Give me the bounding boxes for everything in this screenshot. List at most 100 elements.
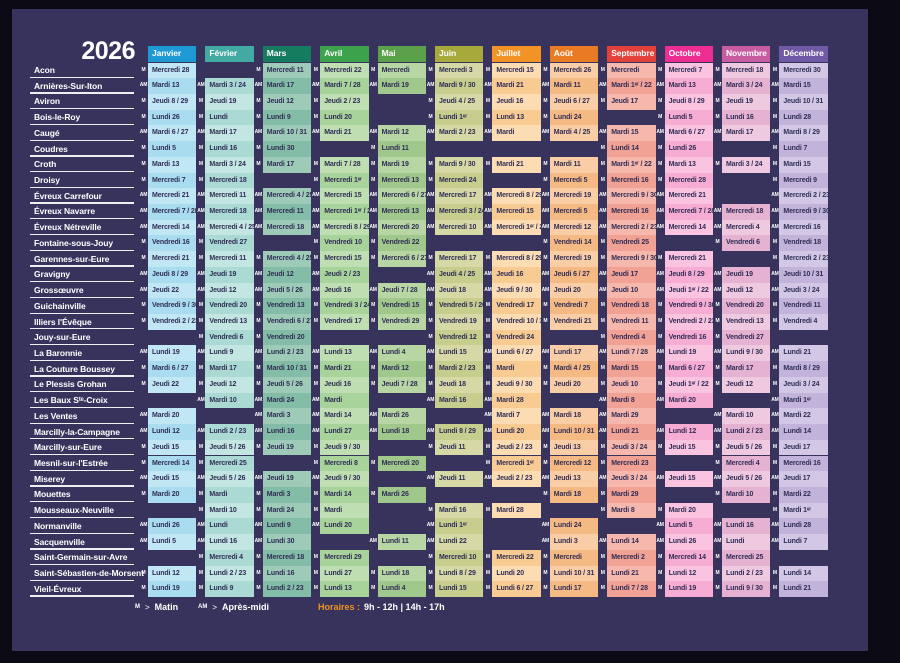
cell-marker: AM (139, 82, 148, 89)
calendar-cell: Vendredi 10 (320, 235, 369, 252)
cell-marker: M (428, 569, 433, 576)
calendar-cell: Mardi 17 (262, 156, 312, 173)
calendar-cell: Vendredi 17 (320, 314, 369, 330)
calendar-cell: Mercredi 2 / 23 (779, 251, 830, 267)
calendar-cell: Mardi 29 (607, 408, 656, 425)
cell-marker: M (428, 553, 433, 560)
cell-marker: AM (139, 475, 148, 482)
cell-marker: AM (771, 270, 779, 277)
calendar-cell: Jeudi 5 / 26 (205, 439, 254, 456)
calendar-cell: Mercredi 16 (607, 172, 656, 189)
cell-marker: M (772, 255, 777, 262)
calendar-cell: Mardi 13 (148, 78, 197, 94)
town-underline (30, 281, 134, 283)
cell-marker: M (256, 506, 261, 513)
cell-marker: M (313, 569, 318, 576)
calendar-cell: Jeudi 13 (549, 439, 599, 456)
cell-marker: AM (598, 412, 607, 419)
cell-marker: AM (426, 270, 435, 277)
calendar-cell: Mardi 16 (435, 502, 484, 519)
town-label: Marcilly-la-Campagne (34, 426, 120, 437)
town-underline (30, 123, 134, 126)
cell-marker: M (371, 255, 376, 262)
cell-marker: AM (771, 82, 779, 89)
cell-marker: M (485, 459, 490, 466)
legend-m-label: Matin (154, 602, 179, 612)
cell-marker: M (256, 318, 261, 325)
cell-marker: AM (541, 349, 550, 356)
cell-marker: AM (656, 129, 664, 136)
cell-marker: M (715, 113, 720, 120)
cell-marker: M (658, 160, 663, 167)
calendar-cell: Jeudi 20 (549, 376, 599, 393)
cell-marker: AM (484, 349, 492, 356)
calendar-cell: Mercredi 14 (148, 455, 197, 472)
cell-marker: AM (713, 349, 722, 356)
calendar-cell: Mercredi 11 (262, 62, 312, 79)
cell-marker: AM (713, 129, 722, 136)
cell-marker: M (543, 113, 548, 120)
month-header: Août (549, 46, 599, 62)
cell-marker: M (198, 553, 203, 560)
legend-m-symbol: M (135, 604, 140, 610)
calendar-cell: Jeudi 22 (148, 376, 197, 393)
cell-marker: AM (311, 396, 320, 403)
calendar-cell: Vendredi 27 (722, 329, 771, 346)
town-underline (30, 76, 134, 78)
cell-marker: AM (369, 538, 377, 545)
cell-marker: M (313, 585, 318, 592)
cell-marker: AM (254, 270, 263, 277)
calendar-cell: Vendredi 21 (549, 314, 599, 330)
calendar-cell: Jeudi 7 / 28 (377, 376, 426, 393)
cell-marker: AM (369, 412, 377, 419)
calendar-cell: Vendredi 9 / 30 (148, 298, 199, 315)
calendar-cell: Mardi 6 / 27 (148, 361, 197, 377)
calendar-cell: Vendredi 9 / 30 (664, 298, 716, 315)
calendar-cell: Jeudi 10 / 31 (779, 266, 828, 283)
town-underline (30, 422, 134, 424)
cell-marker: M (485, 553, 490, 560)
calendar-cell: Mardi 18 (549, 408, 599, 425)
cell-marker: M (198, 443, 203, 450)
cell-marker: AM (598, 286, 607, 293)
cell-marker: AM (254, 223, 263, 230)
calendar-cell: Mardi 7 / 28 (320, 156, 369, 173)
cell-marker: M (772, 302, 777, 309)
calendar-cell: Jeudi 15 (664, 439, 713, 456)
calendar-cell: Lundi 13 (320, 581, 369, 597)
calendar-cell: Lundi 26 (664, 141, 713, 157)
month-header: Septembre (607, 46, 656, 62)
cell-marker: AM (656, 396, 664, 403)
town-underline (30, 595, 134, 597)
cell-marker: M (485, 160, 490, 167)
calendar-cell: Jeudi 16 (492, 266, 541, 283)
calendar-cell: Mardi 20 (148, 486, 197, 503)
calendar-cell: Mardi 12 (377, 361, 426, 377)
calendar-cell: Lundi 18 (377, 565, 426, 582)
cell-marker: AM (541, 412, 550, 419)
calendar-cell: Lundi 20 (320, 518, 369, 535)
cell-marker: M (485, 380, 490, 387)
calendar-cell: Mercredi 2 (607, 549, 656, 566)
calendar-cell: Jeudi 16 (492, 93, 541, 110)
calendar-cell: Mercredi (607, 62, 656, 79)
calendar-cell: Mercredi 5 (549, 172, 599, 189)
calendar-cell: Mercredi 7 (664, 62, 713, 79)
calendar-cell: Lundi 26 (664, 534, 713, 550)
calendar-cell: Lundi 10 / 31 (549, 565, 599, 582)
calendar-cell: Lundi 2 / 23 (262, 345, 312, 362)
calendar-cell: Lundi 15 (435, 345, 484, 362)
cell-marker: AM (771, 522, 779, 529)
calendar-cell: Mardi 6 / 27 (148, 125, 197, 142)
cell-marker: M (141, 66, 146, 73)
calendar-cell: Mardi 29 (607, 486, 656, 503)
town-underline (30, 92, 134, 94)
cell-marker: AM (541, 129, 550, 136)
calendar-cell: Mardi 17 (722, 125, 771, 142)
cell-marker: M (600, 97, 605, 104)
calendar-cell: Mardi 17 (205, 361, 254, 377)
calendar-cell: Mardi 9 / 30 (435, 156, 484, 173)
calendar-cell: Jeudi 12 (722, 282, 771, 299)
cell-marker: M (313, 443, 318, 450)
calendar-cell: Vendredi 25 (607, 235, 656, 252)
